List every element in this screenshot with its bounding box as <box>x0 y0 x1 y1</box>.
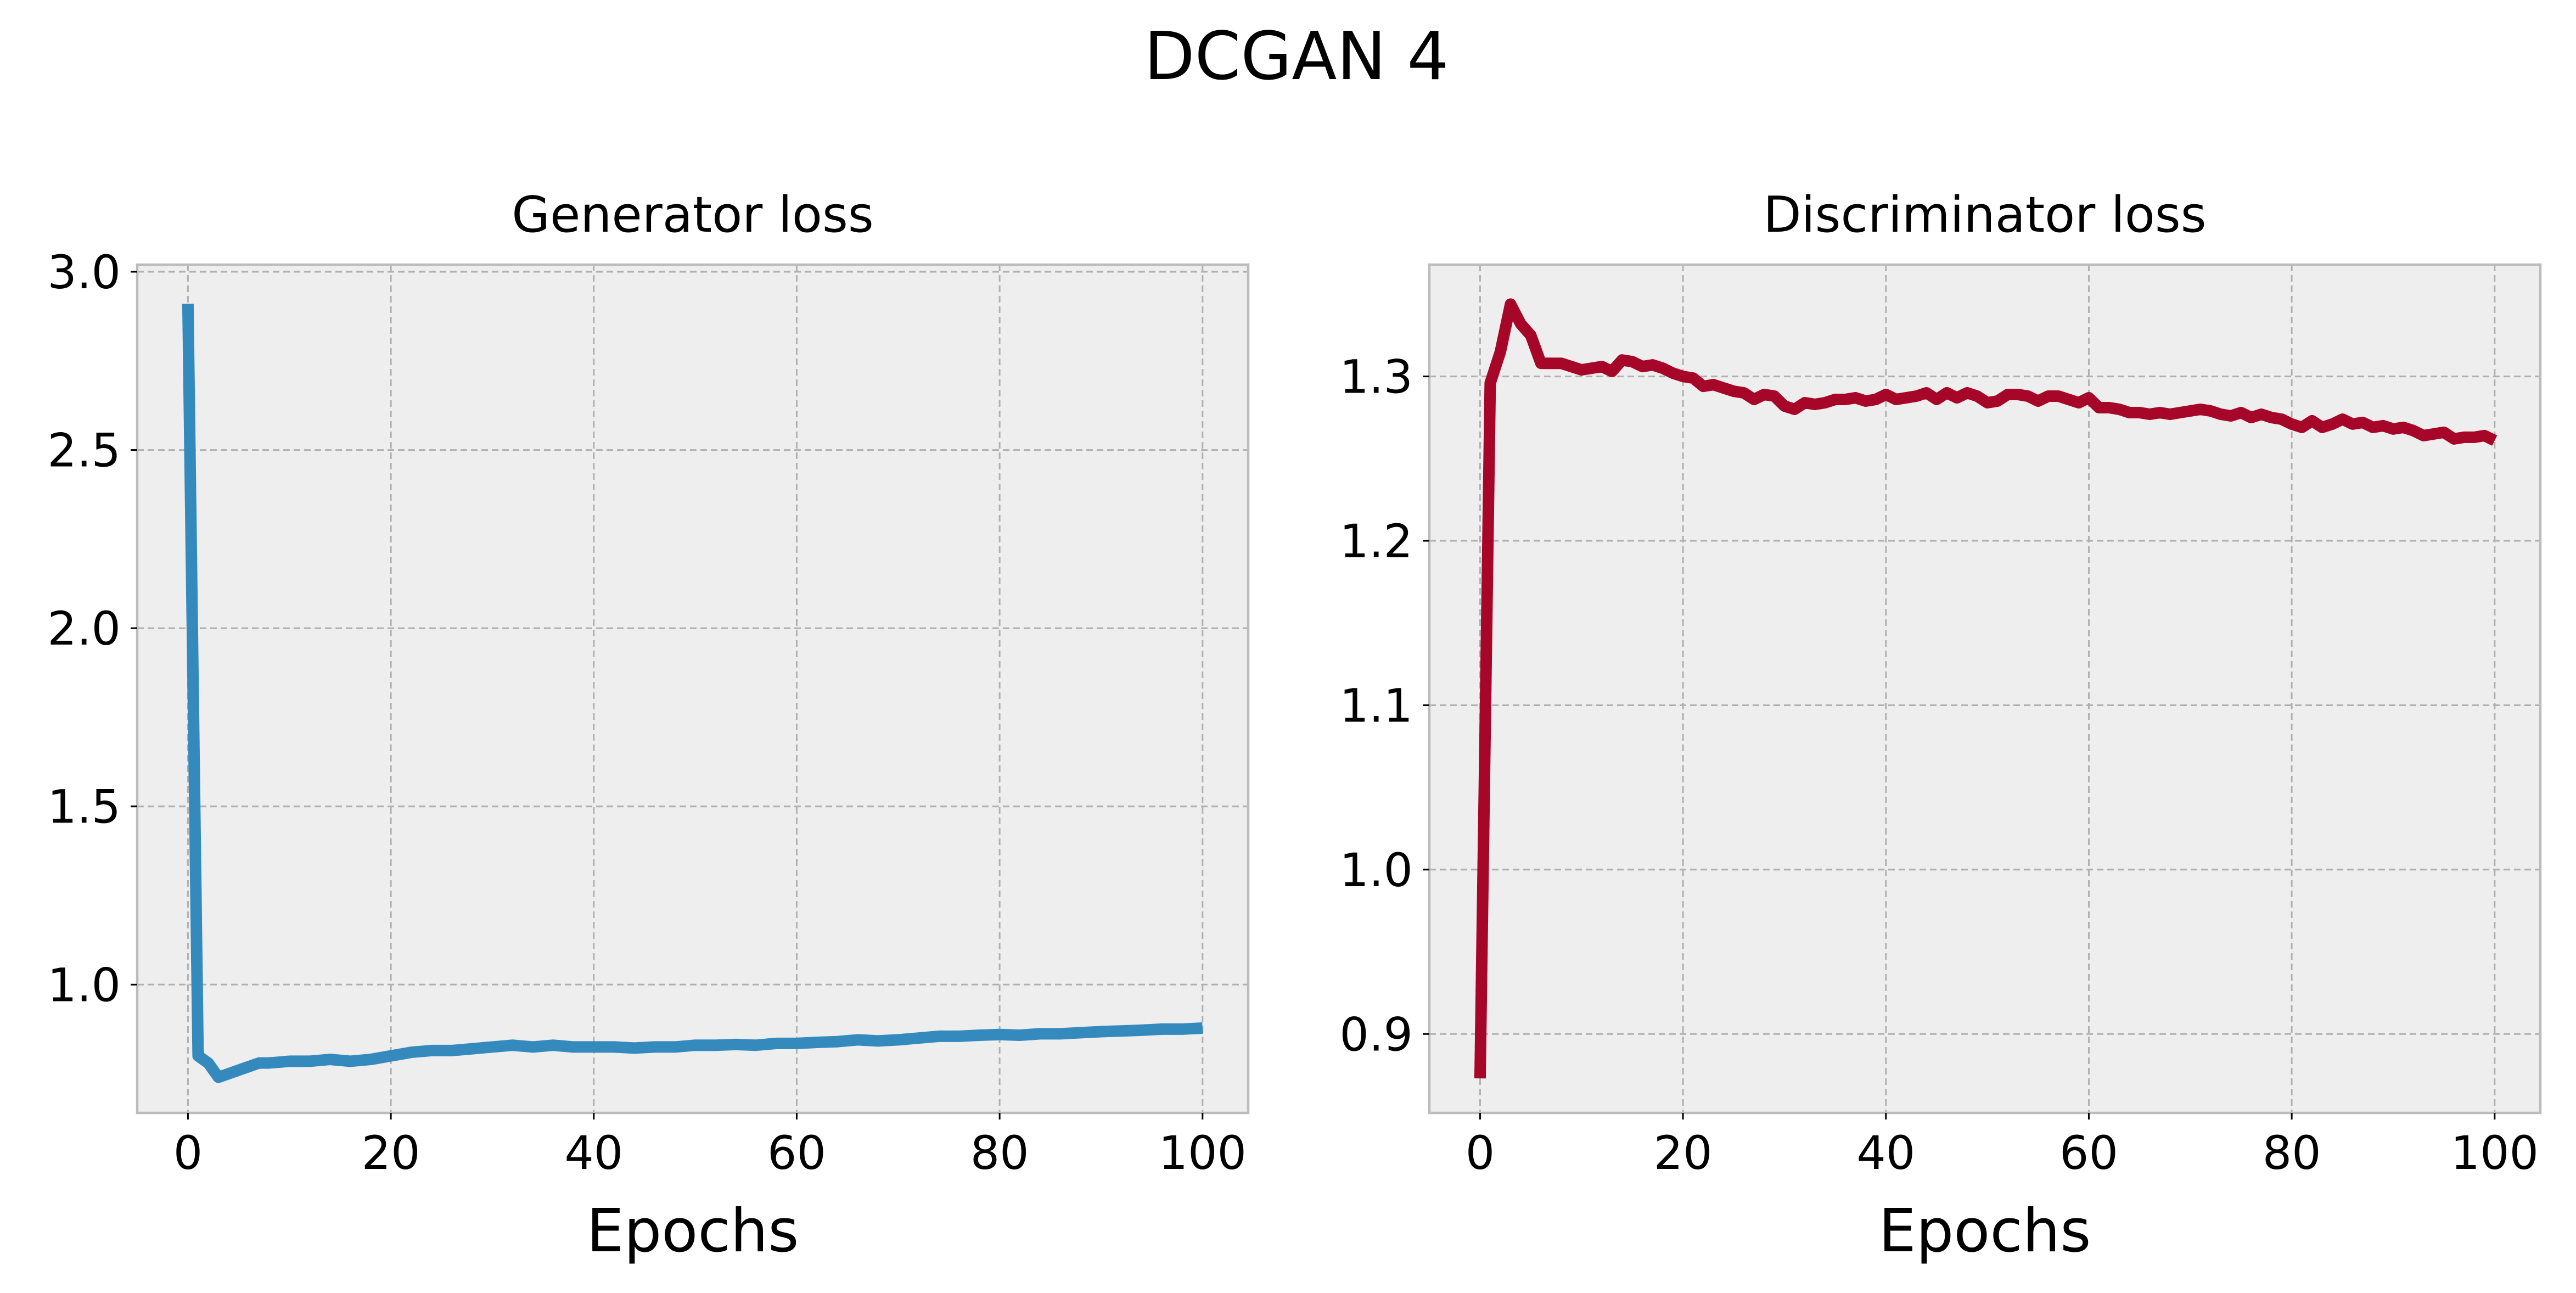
discriminator-loss-plot-area <box>1429 265 2540 1113</box>
generator-loss-x-tick-label: 60 <box>767 1126 826 1180</box>
generator-loss-x-tick-label: 100 <box>1159 1126 1247 1180</box>
discriminator-loss-x-tick-label: 80 <box>2263 1126 2321 1180</box>
figure-title: DCGAN 4 <box>1144 19 1449 95</box>
generator-loss-axes-frame <box>136 263 1250 1115</box>
discriminator-loss-y-tick-label: 1.2 <box>1339 514 1413 568</box>
discriminator-loss-x-tick-label: 40 <box>1856 1126 1915 1180</box>
discriminator-loss-y-tick-label: 1.1 <box>1339 679 1413 732</box>
generator-loss-y-tick-label: 3.0 <box>47 245 121 299</box>
generator-loss-y-tick-label: 1.0 <box>47 958 121 1012</box>
generator-loss-x-tick-label: 0 <box>173 1126 203 1180</box>
discriminator-loss-axes-frame <box>1428 263 2542 1115</box>
generator-loss-x-tick-label: 80 <box>970 1126 1029 1180</box>
generator-loss-plot-area <box>137 265 1248 1113</box>
generator-loss-x-axis-label: Epochs <box>587 1197 799 1266</box>
generator-loss-y-tick-label: 1.5 <box>47 780 121 834</box>
generator-loss-series-line <box>182 304 1203 1083</box>
generator-loss-x-tick-label: 40 <box>564 1126 623 1180</box>
generator-loss-y-tick-label: 2.5 <box>47 424 121 478</box>
discriminator-loss-y-tick-label: 0.9 <box>1339 1007 1413 1061</box>
generator-loss-y-tick-label: 2.0 <box>47 602 121 656</box>
generator-loss-panel: 0 20 40 60 80 100 1.0 1.5 2.0 2.5 3.0 Generator los… <box>47 186 1250 1266</box>
discriminator-loss-x-tick-label: 20 <box>1654 1126 1713 1180</box>
discriminator-loss-y-tick-label: 1.0 <box>1339 843 1413 897</box>
generator-loss-title: Generator loss <box>512 186 874 244</box>
discriminator-loss-panel: 0 20 40 60 80 100 0.9 1.0 1.1 1.2 1.3 Discriminator… <box>1339 186 2542 1266</box>
discriminator-loss-x-tick-label: 60 <box>2059 1126 2118 1180</box>
discriminator-loss-y-tick-label: 1.3 <box>1339 350 1413 404</box>
generator-loss-x-tick-label: 20 <box>362 1126 420 1180</box>
discriminator-loss-x-axis-label: Epochs <box>1879 1197 2091 1266</box>
discriminator-loss-series-line <box>1474 298 2498 1079</box>
discriminator-loss-title: Discriminator loss <box>1763 186 2206 244</box>
discriminator-loss-x-tick-label: 100 <box>2451 1126 2539 1180</box>
discriminator-loss-x-tick-label: 0 <box>1466 1126 1495 1180</box>
